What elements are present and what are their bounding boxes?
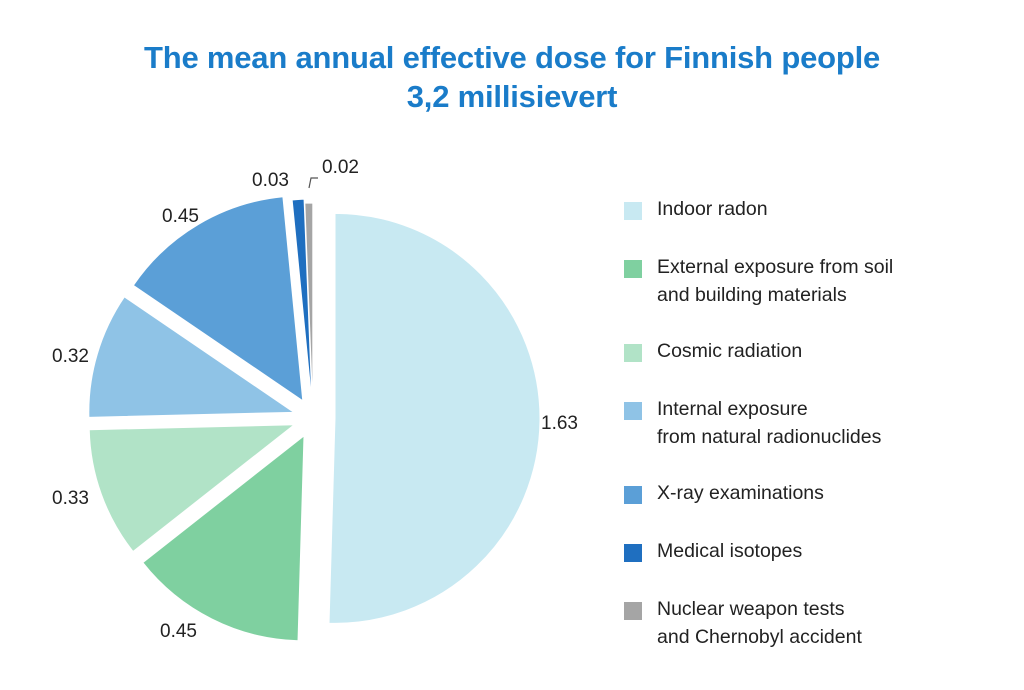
- pie-slice: [88, 424, 296, 553]
- pie-slice: [88, 296, 296, 418]
- legend-label-line: Cosmic radiation: [657, 340, 803, 362]
- legend-label-line: X-ray examinations: [657, 482, 824, 504]
- legend-swatch: [624, 602, 642, 620]
- slice-value-label: 0.32: [52, 346, 89, 367]
- slice-value-label: 0.02: [322, 157, 359, 178]
- legend-label-line: External exposure from soil: [657, 256, 894, 278]
- legend-label-line: from natural radionuclides: [657, 426, 882, 448]
- pie-slice: [132, 196, 304, 402]
- chart-title: The mean annual effective dose for Finni…: [143, 40, 881, 75]
- pie-slice: [304, 202, 314, 409]
- legend-swatch: [624, 544, 642, 562]
- slice-value-label: 0.45: [160, 621, 197, 642]
- legend-label: X-ray examinations: [657, 479, 824, 507]
- legend-swatch: [624, 260, 642, 278]
- legend-label: Internal exposure from natural radionucli…: [657, 395, 881, 451]
- pie-slice: [291, 198, 313, 405]
- slice-value-label: 0.33: [52, 488, 89, 509]
- pie-slice: [328, 212, 541, 624]
- legend-label-line: Indoor radon: [657, 198, 768, 220]
- legend-label-line: Nuclear weapon tests: [657, 598, 845, 620]
- slice-value-label: 0.45: [162, 206, 199, 227]
- slice-value-label: 0.03: [252, 170, 289, 191]
- legend-label-line: Internal exposure: [657, 398, 808, 420]
- legend-label: Nuclear weapon tests and Chernobyl accide…: [657, 595, 862, 651]
- legend-label: Medical isotopes: [657, 537, 802, 565]
- legend-label: Indoor radon: [657, 195, 768, 223]
- legend-swatch: [624, 402, 642, 420]
- label-leader-line: [308, 177, 318, 189]
- legend-label-line: Medical isotopes: [657, 540, 803, 562]
- pie-slice: [142, 434, 305, 642]
- legend-label-line: and Chernobyl accident: [657, 626, 862, 648]
- legend-swatch: [624, 486, 642, 504]
- legend-label-line: and building materials: [657, 284, 847, 306]
- chart-subtitle: 3,2 millisievert: [406, 79, 618, 114]
- legend-swatch: [624, 202, 642, 220]
- legend-label: External exposure from soil and building …: [657, 253, 893, 309]
- legend-swatch: [624, 344, 642, 362]
- slice-value-label: 1.63: [541, 413, 578, 434]
- chart-title-block: The mean annual effective dose for Finni…: [0, 38, 1024, 116]
- legend-label: Cosmic radiation: [657, 337, 802, 365]
